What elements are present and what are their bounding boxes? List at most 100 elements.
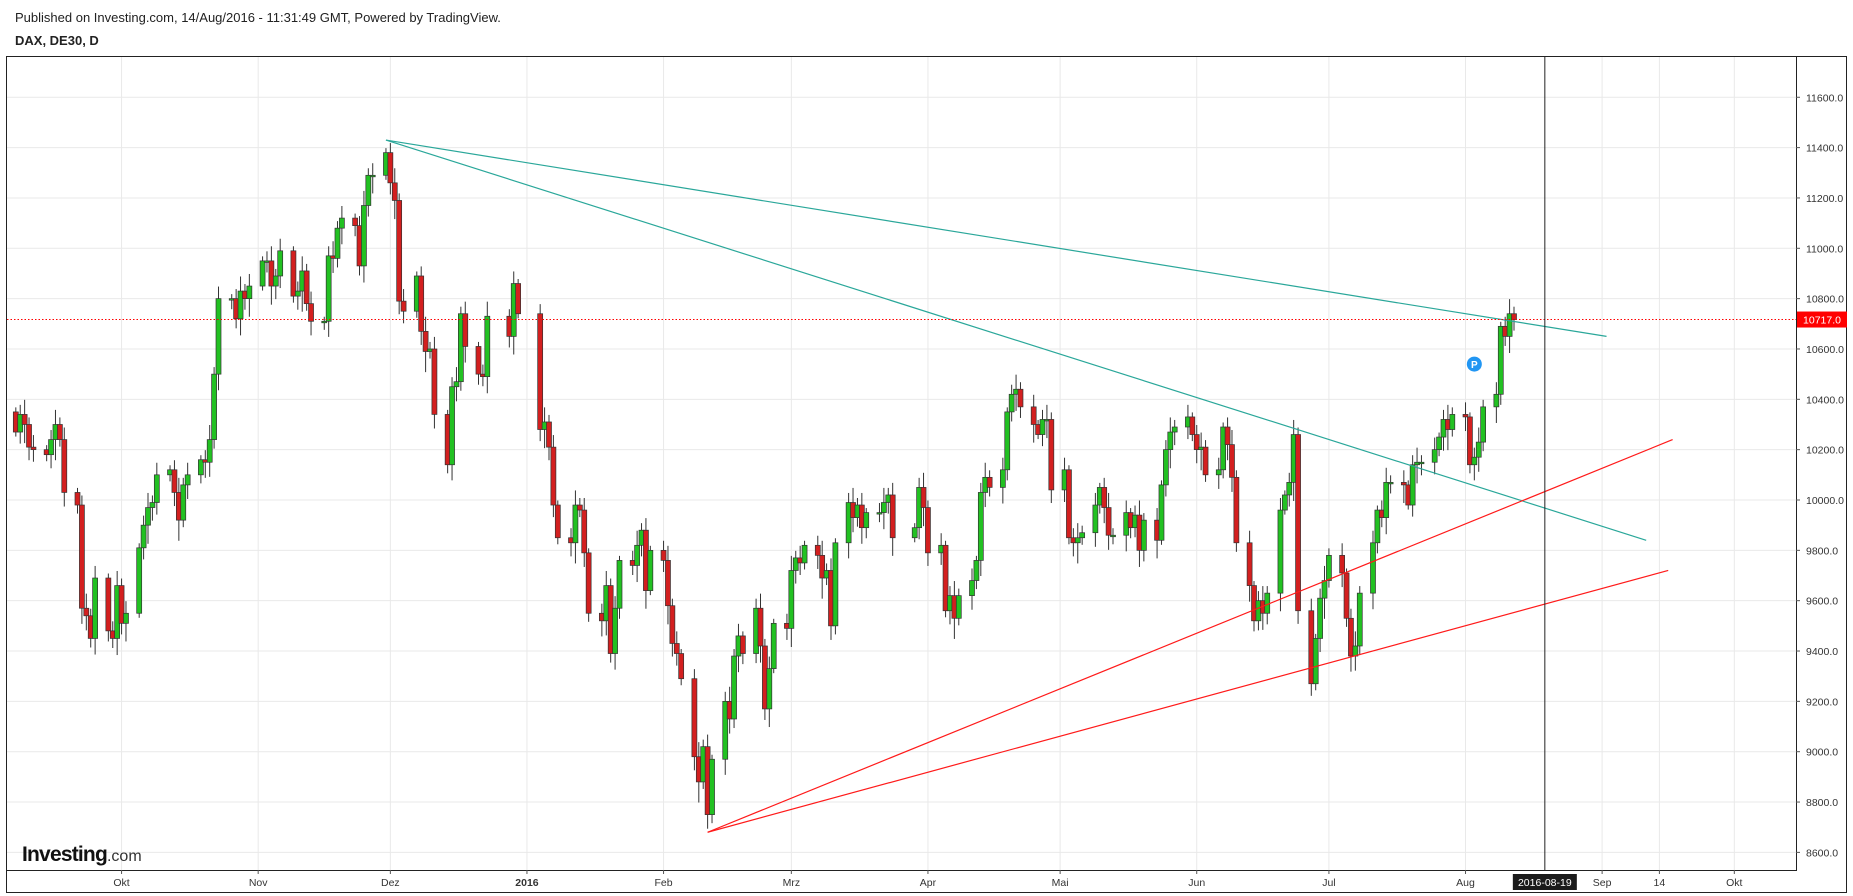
candle-body (1079, 532, 1086, 539)
cursor-date-label: 2016-08-19 (1518, 877, 1572, 889)
logo-brand: Investing (22, 843, 108, 866)
candle-body (83, 607, 90, 617)
candle-body (422, 331, 429, 352)
y-tick-label: 11000.0 (1806, 243, 1843, 255)
candle-body (1339, 555, 1345, 574)
trendline-teal-lower[interactable] (385, 139, 1647, 541)
candle-body (1312, 638, 1319, 685)
candle-body (1475, 441, 1482, 458)
x-tick-label: Okt (113, 877, 129, 889)
candle-body (1467, 416, 1473, 466)
p-marker-icon[interactable] (1466, 356, 1482, 372)
candle-body (881, 502, 887, 513)
candle-body (79, 504, 85, 609)
price-tag-label: 10717.0 (1803, 315, 1841, 327)
x-tick-label: Apr (920, 877, 937, 889)
x-tick-label: Sep (1593, 877, 1612, 889)
candle-body (955, 595, 962, 619)
candle-body (1370, 542, 1376, 594)
y-tick-label: 11200.0 (1806, 193, 1843, 205)
candle-body (462, 313, 469, 347)
candle-body (876, 512, 883, 515)
candle-body (1246, 542, 1253, 586)
candle-body (942, 544, 949, 612)
candle-body (1158, 484, 1165, 541)
candle-body (1101, 487, 1108, 508)
candle-body (1030, 406, 1037, 425)
candle-body (1356, 592, 1363, 647)
candle-body (1039, 419, 1046, 435)
candle-body (546, 421, 552, 448)
candle-body (660, 549, 667, 561)
candle-body (431, 348, 438, 415)
candle-body (766, 668, 773, 710)
candle-body (814, 544, 821, 556)
y-tick-label: 10200.0 (1806, 445, 1844, 457)
candle-body (246, 285, 253, 299)
y-tick-label: 10600.0 (1806, 344, 1844, 356)
y-tick-label: 9800.0 (1806, 545, 1838, 557)
candle-body (999, 469, 1006, 488)
candle-body (911, 527, 918, 539)
candle-body (1352, 645, 1359, 657)
trendline-red-shallow[interactable] (707, 569, 1669, 833)
candle-body (400, 300, 407, 312)
candle-body (48, 439, 54, 456)
y-tick-label: 8600.0 (1806, 847, 1838, 859)
candle-body (369, 174, 376, 178)
candle-body (1163, 449, 1169, 486)
trendline-red-steep[interactable] (707, 439, 1673, 833)
x-tick-label: Jun (1188, 877, 1205, 889)
candle-body (303, 270, 310, 305)
candle-body (1348, 617, 1354, 657)
candle-body (206, 439, 213, 463)
candle-body (832, 542, 839, 627)
candle-body (1092, 504, 1099, 534)
candle-body (365, 174, 372, 206)
candle-body (554, 504, 561, 539)
candle-body (515, 283, 521, 315)
y-tick-label: 10800.0 (1806, 294, 1844, 306)
candle-body (770, 622, 777, 669)
y-tick-label: 10400.0 (1806, 394, 1844, 406)
candle-body (673, 643, 680, 654)
trendline-teal-upper[interactable] (385, 139, 1607, 337)
candle-body (1004, 411, 1011, 471)
candle-body (308, 303, 314, 322)
x-tick-label: Mrz (783, 877, 801, 889)
candle-body (1497, 325, 1504, 395)
candle-body (1105, 507, 1112, 536)
candle-body (757, 607, 764, 647)
candle-body (1400, 482, 1407, 486)
candle-body (339, 217, 345, 229)
candle-body (171, 469, 178, 493)
candle-body (237, 290, 244, 320)
candle-body (616, 560, 623, 609)
candle-body (136, 547, 143, 614)
candle-body (612, 607, 618, 654)
candle-body (418, 275, 425, 332)
candle-body (352, 217, 358, 226)
candle-body (1141, 519, 1147, 551)
investing-logo: Investing.com (22, 843, 142, 867)
candle-body (845, 502, 852, 544)
candle-body (30, 446, 37, 451)
candle-body (1471, 456, 1478, 466)
candle-body (1286, 482, 1293, 496)
candle-body (1449, 414, 1456, 430)
y-tick-label: 10000.0 (1806, 495, 1844, 507)
x-tick-label: Dez (381, 877, 400, 889)
x-axis: Okt Nov Dez 2016 Feb Mrz Apr Mai Jun Jul Aug Sep 14 O… (113, 870, 1743, 889)
candle-body (458, 313, 464, 383)
candle-body (1224, 426, 1231, 445)
x-tick-label: Feb (655, 877, 673, 889)
candle-body (1110, 534, 1116, 538)
candle-body (977, 492, 984, 561)
candle-body (149, 502, 156, 508)
symbol-title: DAX, DE30, D (15, 33, 99, 48)
candle-body (259, 260, 266, 287)
candle-body (576, 504, 583, 511)
x-tick-label: Okt (1726, 877, 1742, 889)
candle-body (453, 381, 460, 388)
